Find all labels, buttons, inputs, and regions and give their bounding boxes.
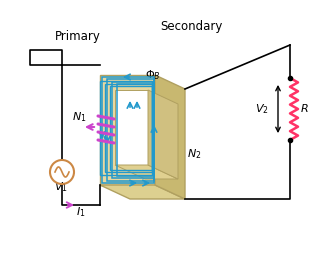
Polygon shape bbox=[115, 165, 178, 179]
Polygon shape bbox=[148, 90, 178, 179]
Text: $N_1$: $N_1$ bbox=[72, 110, 86, 124]
Text: $I_1$: $I_1$ bbox=[76, 205, 85, 219]
Polygon shape bbox=[155, 75, 185, 199]
Text: $N_2$: $N_2$ bbox=[187, 147, 202, 161]
Polygon shape bbox=[100, 75, 155, 185]
Polygon shape bbox=[100, 185, 185, 199]
Text: Secondary: Secondary bbox=[160, 20, 222, 33]
Text: $V_1$: $V_1$ bbox=[54, 180, 68, 194]
Polygon shape bbox=[115, 90, 148, 165]
Text: $V_2$: $V_2$ bbox=[255, 102, 269, 116]
Text: Primary: Primary bbox=[55, 30, 101, 43]
Text: $R$: $R$ bbox=[300, 102, 309, 114]
Text: $\Phi_B$: $\Phi_B$ bbox=[145, 68, 161, 82]
